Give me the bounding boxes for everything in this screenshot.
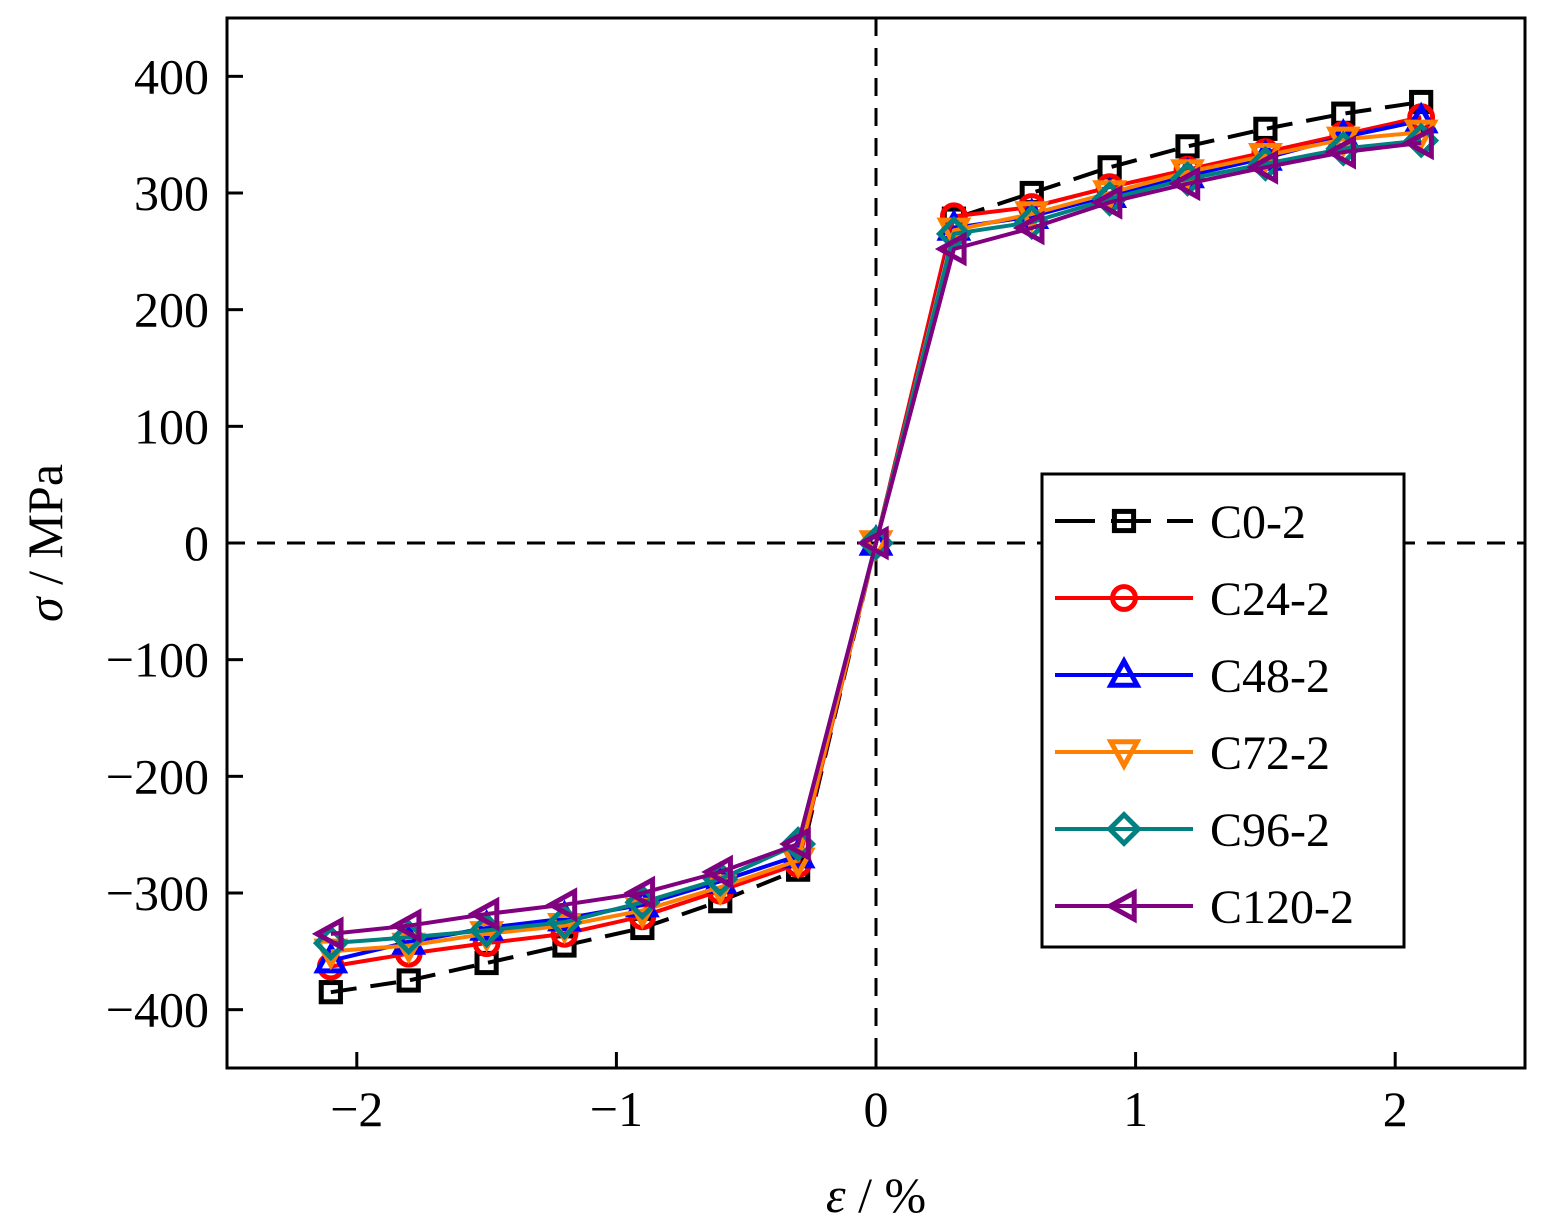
legend-marker bbox=[1106, 656, 1142, 688]
legend-item-C24-2: C24-2 bbox=[1055, 573, 1330, 626]
y-tick-label: −300 bbox=[106, 865, 209, 921]
y-tick-label: −400 bbox=[106, 982, 209, 1038]
x-tick-label: 2 bbox=[1383, 1081, 1408, 1137]
x-axis-label: ε / % bbox=[826, 1167, 926, 1223]
legend-label: C120-2 bbox=[1210, 881, 1354, 934]
data-point-C48-2 bbox=[1403, 101, 1439, 134]
data-point-C120-2 bbox=[1090, 184, 1123, 220]
data-point-C120-2 bbox=[779, 826, 811, 862]
y-tick-label: 300 bbox=[134, 165, 209, 221]
series-C120-2 bbox=[311, 125, 1434, 952]
data-point-C120-2 bbox=[1168, 166, 1201, 202]
data-point-C120-2 bbox=[1402, 125, 1434, 161]
legend-item-C96-2: C96-2 bbox=[1055, 804, 1330, 857]
legend-label: C72-2 bbox=[1210, 727, 1330, 780]
legend-box bbox=[1040, 472, 1406, 949]
y-axis-symbol: σ bbox=[17, 595, 73, 622]
y-tick-label: 200 bbox=[134, 282, 209, 338]
legend-marker bbox=[1111, 508, 1137, 534]
legend-item-C120-2: C120-2 bbox=[1055, 881, 1354, 934]
data-point-C0-2 bbox=[396, 968, 421, 993]
x-tick-label: 1 bbox=[1123, 1081, 1148, 1137]
data-point-C120-2 bbox=[1324, 134, 1356, 170]
series-line-C120-2 bbox=[330, 140, 1422, 936]
legend-label: C0-2 bbox=[1210, 496, 1306, 549]
data-point-C120-2 bbox=[389, 908, 422, 944]
legend-label: C48-2 bbox=[1210, 650, 1330, 703]
data-point-C120-2 bbox=[1012, 210, 1045, 246]
x-axis-unit: / % bbox=[846, 1167, 927, 1223]
data-point-C120-2 bbox=[311, 916, 344, 952]
data-point-C0-2 bbox=[318, 980, 343, 1005]
data-point-C120-2 bbox=[1246, 149, 1279, 185]
legend-label: C96-2 bbox=[1210, 804, 1330, 857]
y-tick-label: 100 bbox=[134, 398, 209, 454]
legend-item-C0-2: C0-2 bbox=[1055, 496, 1306, 549]
x-axis-symbol: ε bbox=[826, 1167, 846, 1223]
y-axis-label: σ / MPa bbox=[17, 464, 73, 622]
legend-label: C24-2 bbox=[1210, 573, 1330, 626]
data-point-C120-2 bbox=[623, 875, 656, 911]
legend-marker bbox=[1106, 811, 1142, 847]
x-tick-label: −2 bbox=[330, 1081, 383, 1137]
y-tick-label: 0 bbox=[184, 515, 209, 571]
legend-marker bbox=[1106, 739, 1142, 771]
y-axis-unit: / MPa bbox=[17, 464, 73, 597]
y-tick-label: 400 bbox=[134, 48, 209, 104]
data-point-C120-2 bbox=[545, 887, 578, 923]
legend-item-C72-2: C72-2 bbox=[1055, 727, 1330, 780]
legend-marker bbox=[1105, 888, 1137, 924]
data-point-C120-2 bbox=[701, 854, 733, 890]
data-point-C48-2 bbox=[313, 941, 349, 974]
data-point-C120-2 bbox=[857, 525, 889, 561]
y-tick-label: −200 bbox=[106, 748, 209, 804]
data-point-C120-2 bbox=[467, 896, 500, 932]
legend-marker bbox=[1110, 584, 1138, 612]
x-tick-label: 0 bbox=[864, 1081, 889, 1137]
y-tick-label: −100 bbox=[106, 632, 209, 688]
data-point-C120-2 bbox=[934, 231, 967, 267]
legend: C0-2 C24-2 C48-2 C72-2 C96-2 C120-2 bbox=[1040, 472, 1406, 949]
series-layer bbox=[311, 89, 1440, 1005]
axis-ticks: −2 −1 0 1 2 −400 −300 −200 −100 0 100 200 300 400 bbox=[106, 48, 1408, 1137]
x-tick-label: −1 bbox=[590, 1081, 643, 1137]
legend-item-C48-2: C48-2 bbox=[1055, 650, 1330, 703]
